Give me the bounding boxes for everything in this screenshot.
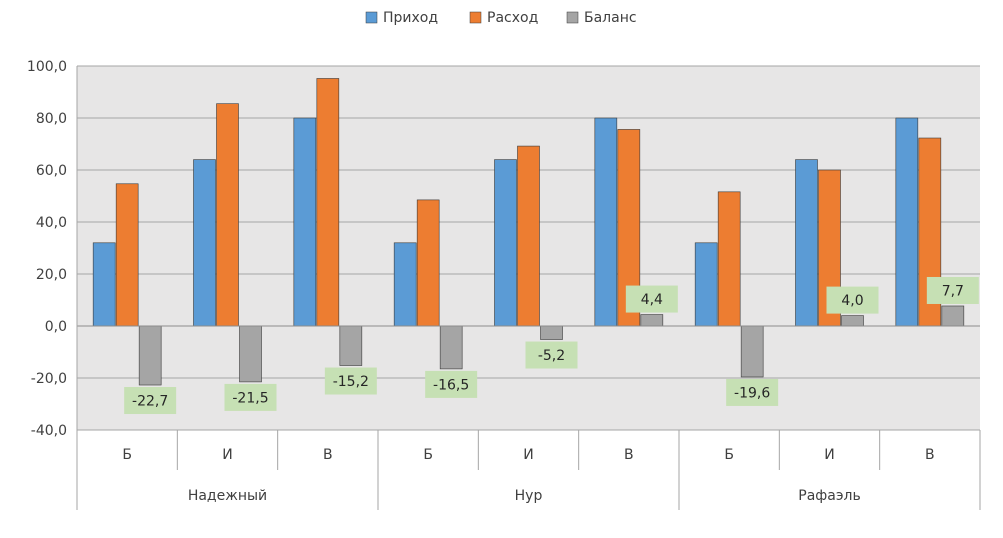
bar-баланс: [339, 325, 363, 366]
legend-label: Расход: [487, 10, 538, 26]
data-label-background: [425, 370, 478, 398]
bar-приход: [594, 117, 618, 327]
y-tick-label: -40,0: [31, 423, 67, 439]
bar-баланс: [740, 325, 764, 378]
x-tick-label: Б: [423, 447, 433, 463]
data-label: -5,2: [525, 341, 578, 369]
data-labels: -22,7 -21,5 -15,2 -16,5 -5,2 4,4 -19,6 4,0 7,7: [124, 276, 979, 415]
legend-item: Приход: [365, 10, 438, 26]
legend-item: Расход: [469, 10, 538, 26]
data-label-text: -22,7: [132, 394, 168, 410]
x-tick-label: В: [925, 447, 935, 463]
y-tick-label: 60,0: [36, 163, 67, 179]
data-label: -19,6: [726, 378, 779, 406]
data-label: -21,5: [224, 383, 277, 411]
data-label: 4,4: [625, 285, 678, 313]
bar-приход: [293, 117, 317, 327]
bar-расход: [115, 183, 139, 327]
data-label-text: 4,4: [641, 292, 663, 308]
data-label: 4,0: [826, 286, 879, 314]
x-tick-label: И: [523, 447, 533, 463]
data-label-background: [124, 387, 177, 415]
bar-расход: [316, 78, 340, 327]
bar-баланс: [941, 305, 965, 327]
plot-area: [77, 65, 980, 431]
bar-баланс: [841, 315, 864, 327]
bar-приход: [393, 242, 417, 327]
x-tick-label: Б: [122, 447, 132, 463]
x-tick-label: Б: [724, 447, 734, 463]
bar-приход: [694, 242, 718, 327]
legend: Приход Расход Баланс: [365, 10, 637, 26]
data-label: -22,7: [124, 387, 177, 415]
data-label: -16,5: [425, 370, 478, 398]
bar-приход: [92, 242, 116, 327]
group-label: Рафаэль: [798, 488, 860, 504]
bar-расход: [216, 103, 239, 327]
bar-приход: [895, 117, 919, 327]
bar-расход: [717, 191, 741, 327]
group-label: Нур: [515, 488, 543, 504]
y-tick-label: 100,0: [27, 59, 67, 75]
data-label-background: [726, 378, 779, 406]
data-label-text: -21,5: [232, 390, 268, 406]
x-tick-label: В: [323, 447, 333, 463]
y-tick-label: 40,0: [36, 215, 67, 231]
legend-swatch: [365, 11, 378, 24]
y-axis: -40,0 -20,0 0,0 20,0 40,0 60,0 80,0 100,0: [27, 59, 78, 439]
legend-item: Баланс: [566, 10, 637, 26]
group-label: Надежный: [188, 488, 267, 504]
data-label-background: [926, 276, 979, 304]
bar-приход: [193, 159, 216, 327]
bar-баланс: [640, 314, 664, 327]
data-label-background: [826, 286, 879, 314]
bar-баланс: [138, 325, 162, 386]
data-label-text: -15,2: [333, 374, 369, 390]
x-tick-label: И: [222, 447, 232, 463]
legend-swatch: [566, 11, 579, 24]
bar-баланс: [439, 325, 463, 370]
data-label-text: 7,7: [942, 283, 964, 299]
y-tick-label: 0,0: [45, 319, 67, 335]
data-label-background: [525, 341, 578, 369]
data-label-text: -19,6: [734, 385, 770, 401]
data-label-background: [324, 367, 377, 395]
bar-расход: [416, 199, 440, 327]
bar-расход: [517, 145, 540, 327]
legend-swatch: [469, 11, 482, 24]
x-axis: Б И В Б И В Б И В Надежный Нур Рафаэль: [76, 429, 981, 510]
bar-баланс: [540, 325, 563, 340]
data-label-background: [224, 383, 277, 411]
x-tick-label: И: [824, 447, 834, 463]
bar-баланс: [239, 325, 262, 383]
bar-приход: [795, 159, 818, 327]
data-label-text: -16,5: [433, 377, 469, 393]
x-tick-label: В: [624, 447, 634, 463]
bar-приход: [494, 159, 517, 327]
data-label: -15,2: [324, 367, 377, 395]
legend-label: Приход: [383, 10, 438, 26]
data-label-text: 4,0: [841, 293, 863, 309]
y-tick-label: 20,0: [36, 267, 67, 283]
y-tick-label: -20,0: [31, 371, 67, 387]
legend-label: Баланс: [584, 10, 637, 26]
data-label-text: -5,2: [538, 348, 565, 364]
data-label-background: [625, 285, 678, 313]
y-tick-label: 80,0: [36, 111, 67, 127]
data-label: 7,7: [926, 276, 979, 304]
